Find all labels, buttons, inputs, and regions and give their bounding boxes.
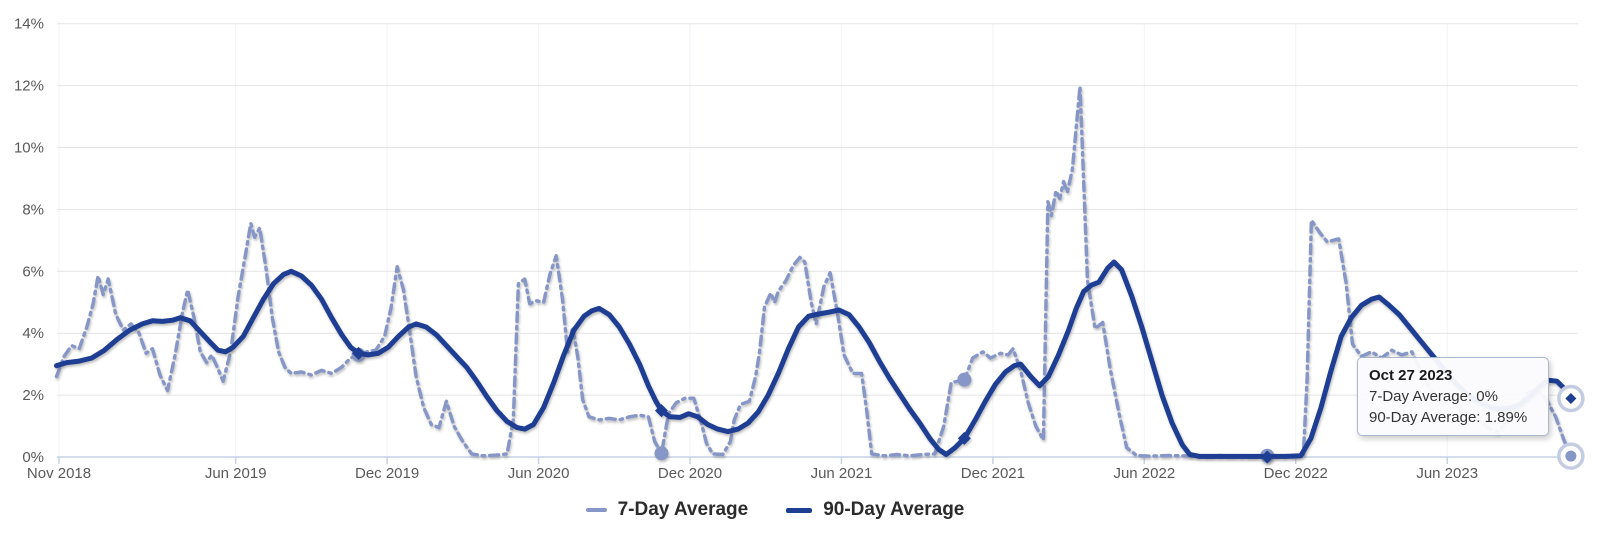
legend-item-7-day[interactable]: 7-Day Average [585,499,749,521]
end-marker-diamond [1565,393,1577,405]
x-axis-label: Dec 2019 [355,465,419,482]
ninety-day-marker-diamond[interactable] [957,431,971,445]
y-axis-label: 2% [22,387,44,404]
x-axis-label: Jun 2021 [811,465,873,482]
legend-label-90-day: 90-Day Average [823,499,965,520]
y-axis-label: 4% [22,325,44,342]
ninety-day-series [54,259,1574,464]
legend-label-7-day: 7-Day Average [617,499,749,520]
tooltip-seven-day-value: 7-Day Average: 0% [1369,388,1498,405]
y-axis-label: 8% [22,201,44,218]
tooltip-date: Oct 27 2023 [1369,367,1453,384]
tooltip-ninety-day-value: 90-Day Average: 1.89% [1369,409,1528,426]
x-axis-label: Dec 2022 [1264,465,1328,482]
seven-day-swatch-icon [585,508,607,512]
seven-day-marker-dot[interactable] [957,372,972,387]
x-axis-label: Jun 2019 [205,465,267,482]
seven-day-marker-dot[interactable] [654,446,669,461]
x-axis-label: Jun 2023 [1416,465,1478,482]
ninety-day-marker-diamond[interactable] [1260,450,1274,464]
y-axis-label: 10% [14,140,44,157]
legend-item-90-day[interactable]: 90-Day Average [786,499,964,521]
y-axis-label: 6% [22,263,44,280]
end-marker-dot [1565,450,1577,462]
x-axis-label: Dec 2020 [658,465,722,482]
ninety-day-marker-diamond[interactable] [352,346,366,360]
x-axis-label: Dec 2021 [961,465,1025,482]
y-axis-label: 0% [22,449,44,466]
ninety-day-marker-diamond[interactable] [654,404,668,418]
chart-legend: 7-Day Average 90-Day Average [0,491,1600,529]
y-axis-label: 14% [14,16,44,33]
y-axis-label: 12% [14,78,44,95]
x-axis-label: Nov 2018 [27,465,91,482]
x-axis-label: Jun 2022 [1113,465,1175,482]
ninety-day-end-marker[interactable] [1557,384,1585,413]
trend-line-chart[interactable]: 0% 2% 4% 6% 8% 10% 12% 14% Nov 2018 Jun 2019 Dec 2… [0,0,1600,491]
seven-day-end-marker[interactable] [1557,442,1585,470]
ninety-day-swatch-icon [786,507,813,513]
ninety-day-line [54,259,1574,459]
chart-tooltip: Oct 27 2023 7-Day Average: 0% 90-Day Ave… [1357,357,1549,436]
x-axis-label: Jun 2020 [508,465,570,482]
